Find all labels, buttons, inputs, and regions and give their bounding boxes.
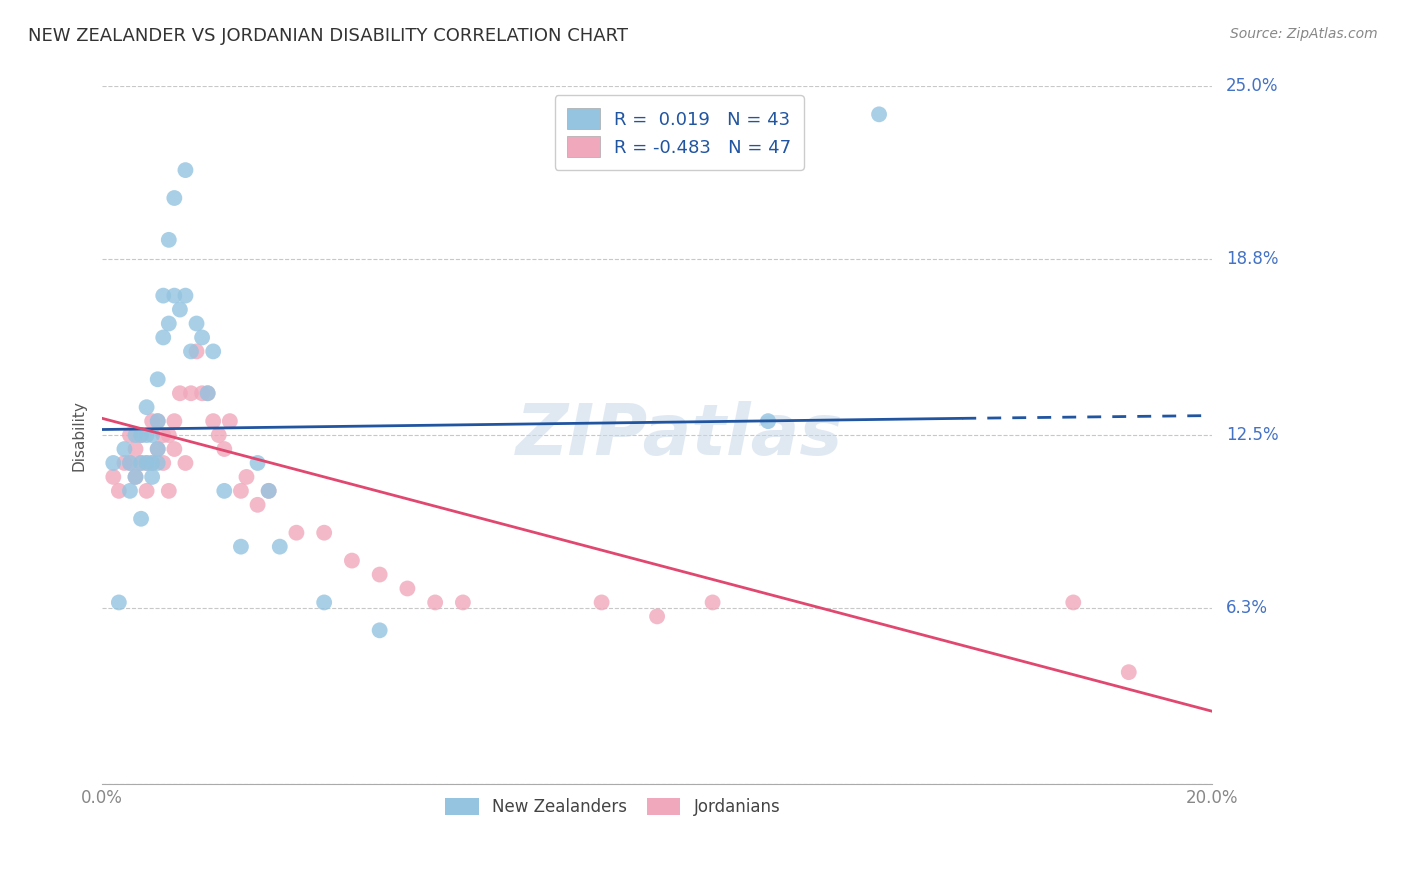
Point: [174, 288, 197, 302]
Point: [124, 442, 146, 456]
Text: ZIPatlas: ZIPatlas: [516, 401, 844, 469]
Point: [152, 330, 174, 344]
Point: [180, 386, 202, 401]
Text: 12.5%: 12.5%: [1226, 426, 1278, 444]
Point: [118, 483, 141, 498]
Point: [257, 483, 280, 498]
Point: [174, 163, 197, 178]
Point: [645, 609, 668, 624]
Point: [146, 442, 169, 456]
Point: [141, 428, 163, 442]
Point: [269, 540, 291, 554]
Point: [108, 595, 131, 609]
Point: [118, 456, 141, 470]
Point: [129, 456, 152, 470]
Point: [1118, 665, 1140, 680]
Point: [141, 456, 163, 470]
Y-axis label: Disability: Disability: [72, 400, 86, 470]
Point: [191, 330, 214, 344]
Point: [118, 428, 141, 442]
Point: [135, 456, 157, 470]
Point: [135, 483, 157, 498]
Point: [368, 567, 391, 582]
Point: [141, 470, 163, 484]
Point: [285, 525, 308, 540]
Point: [124, 428, 146, 442]
Point: [229, 483, 252, 498]
Point: [208, 428, 231, 442]
Point: [135, 400, 157, 414]
Point: [756, 414, 779, 428]
Point: [163, 414, 186, 428]
Point: [146, 456, 169, 470]
Point: [214, 442, 236, 456]
Point: [157, 317, 180, 331]
Point: [186, 344, 208, 359]
Point: [103, 470, 125, 484]
Text: 6.3%: 6.3%: [1226, 599, 1268, 617]
Point: [124, 470, 146, 484]
Point: [197, 386, 219, 401]
Point: [591, 595, 613, 609]
Point: [314, 595, 336, 609]
Point: [163, 288, 186, 302]
Point: [235, 470, 257, 484]
Point: [214, 483, 236, 498]
Point: [396, 582, 419, 596]
Point: [169, 386, 191, 401]
Point: [112, 442, 135, 456]
Point: [197, 386, 219, 401]
Point: [163, 442, 186, 456]
Point: [141, 414, 163, 428]
Point: [1062, 595, 1084, 609]
Point: [202, 414, 225, 428]
Point: [146, 442, 169, 456]
Point: [146, 414, 169, 428]
Point: [103, 456, 125, 470]
Point: [246, 456, 269, 470]
Point: [163, 191, 186, 205]
Point: [868, 107, 890, 121]
Point: [314, 525, 336, 540]
Point: [229, 540, 252, 554]
Point: [191, 386, 214, 401]
Text: Source: ZipAtlas.com: Source: ZipAtlas.com: [1230, 27, 1378, 41]
Point: [108, 483, 131, 498]
Point: [202, 344, 225, 359]
Legend: New Zealanders, Jordanians: New Zealanders, Jordanians: [437, 789, 789, 824]
Point: [174, 456, 197, 470]
Text: NEW ZEALANDER VS JORDANIAN DISABILITY CORRELATION CHART: NEW ZEALANDER VS JORDANIAN DISABILITY CO…: [28, 27, 628, 45]
Point: [423, 595, 446, 609]
Point: [368, 624, 391, 638]
Point: [152, 428, 174, 442]
Point: [129, 428, 152, 442]
Point: [112, 456, 135, 470]
Point: [129, 512, 152, 526]
Point: [146, 372, 169, 386]
Point: [246, 498, 269, 512]
Point: [152, 456, 174, 470]
Point: [157, 428, 180, 442]
Point: [157, 483, 180, 498]
Point: [146, 414, 169, 428]
Point: [186, 317, 208, 331]
Point: [129, 456, 152, 470]
Point: [129, 428, 152, 442]
Text: 18.8%: 18.8%: [1226, 251, 1278, 268]
Point: [135, 456, 157, 470]
Point: [340, 553, 363, 567]
Point: [180, 344, 202, 359]
Point: [124, 470, 146, 484]
Point: [141, 456, 163, 470]
Text: 25.0%: 25.0%: [1226, 78, 1278, 95]
Point: [257, 483, 280, 498]
Point: [169, 302, 191, 317]
Point: [135, 428, 157, 442]
Point: [157, 233, 180, 247]
Point: [702, 595, 724, 609]
Point: [218, 414, 240, 428]
Point: [152, 288, 174, 302]
Point: [118, 456, 141, 470]
Point: [451, 595, 474, 609]
